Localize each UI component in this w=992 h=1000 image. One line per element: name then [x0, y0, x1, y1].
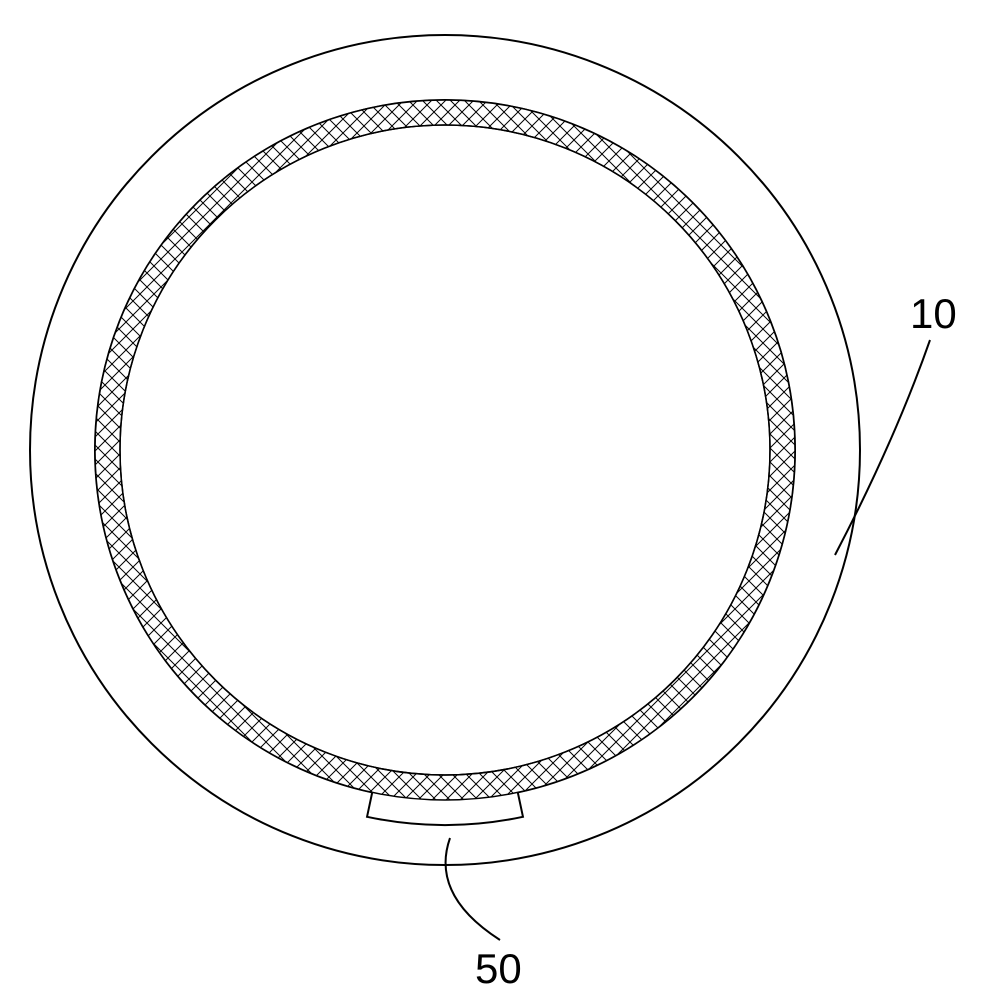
ring-assembly [30, 35, 860, 865]
leader-lines [446, 340, 930, 940]
technical-diagram [0, 0, 992, 1000]
label-50: 50 [475, 945, 522, 993]
label-10: 10 [910, 290, 957, 338]
